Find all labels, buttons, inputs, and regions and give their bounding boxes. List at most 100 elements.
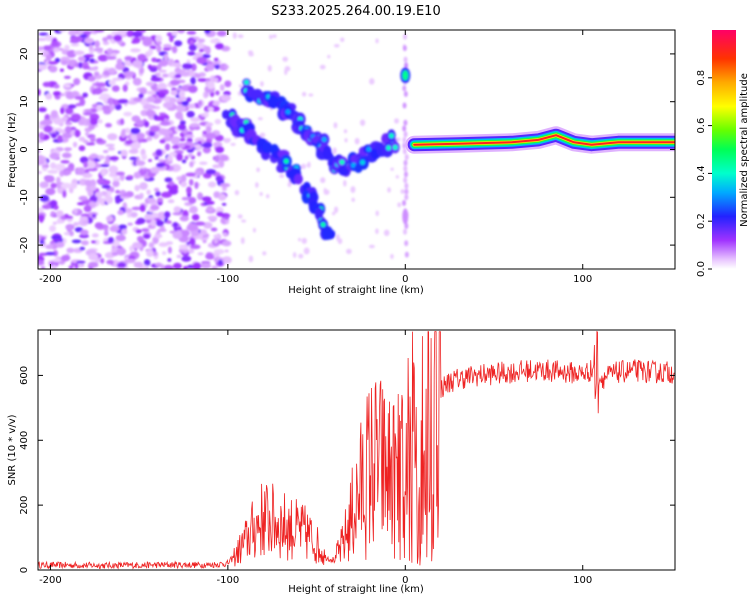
spectrogram-noise-blob [45, 244, 54, 250]
spectrogram-noise-blob [38, 64, 48, 71]
spectrogram-noise-blob [60, 159, 70, 164]
spectrogram-noise-blob [301, 237, 308, 244]
spectrogram-noise-blob [55, 241, 65, 248]
spectrogram-noise-blob [50, 162, 57, 169]
spectrogram-noise-blob [100, 164, 110, 168]
spectrogram-noise-blob [133, 171, 141, 179]
spectrogram-noise-blob [39, 181, 49, 189]
spectrogram-branch-blob [293, 173, 303, 185]
spectrogram-noise-blob [327, 54, 331, 59]
spectrogram-noise-blob [107, 146, 115, 151]
spectrogram-noise-blob [320, 177, 326, 184]
spectrogram-noise-blob [132, 31, 143, 38]
spectrogram-noise-blob [122, 84, 128, 92]
spectrogram-noise-blob [308, 93, 314, 97]
spectrogram-noise-blob [38, 46, 45, 51]
spectrogram-noise-blob [162, 73, 169, 78]
spectrogram-noise-blob [159, 121, 171, 126]
spectrogram-noise-blob [202, 146, 212, 154]
spectrogram-noise-blob [158, 128, 169, 135]
spectrogram-noise-blob [132, 59, 143, 68]
spectrogram-noise-blob [50, 235, 62, 240]
spectrogram-noise-blob [213, 57, 219, 62]
spectrogram-noise-blob [148, 130, 156, 137]
spectrogram-stripe-blob [404, 188, 409, 195]
spectrogram-noise-blob [69, 39, 80, 44]
spectrogram-stripe-blob [404, 222, 409, 229]
spectrogram-noise-blob [162, 47, 171, 51]
spectrogram-noise-blob [351, 197, 355, 202]
spectrogram-noise-blob [155, 219, 164, 227]
spectrogram-noise-blob [120, 149, 128, 157]
spectrogram-noise-blob [50, 182, 57, 189]
spectrogram-noise-blob [93, 71, 100, 77]
spectrogram-noise-blob [197, 140, 202, 144]
spectrogram-noise-blob [169, 97, 177, 104]
spectrogram-noise-blob [151, 57, 158, 63]
colorbar-tick-label: 0.2 [696, 213, 707, 229]
spectrogram-noise-blob [259, 132, 266, 138]
spectrogram-branch-core [244, 79, 250, 85]
spectrogram-noise-blob [86, 161, 96, 169]
spectrogram-noise-blob [111, 52, 117, 57]
spectrogram-noise-blob [82, 112, 93, 116]
spectrogram-noise-blob [64, 147, 72, 151]
spectrogram-noise-blob [152, 236, 159, 245]
spectrogram-noise-blob [116, 262, 127, 269]
spectrogram-noise-blob [238, 84, 243, 88]
spectrogram-noise-blob [145, 109, 156, 117]
spectrogram-noise-blob [103, 96, 108, 104]
colorbar-tick-label: 0.0 [696, 261, 707, 277]
spectrogram-noise-blob [213, 191, 220, 199]
spectrogram-noise-blob [81, 240, 89, 246]
spectrogram-noise-blob [342, 179, 347, 187]
spectrogram-noise-blob [106, 34, 113, 40]
spectrogram-noise-blob [220, 154, 229, 162]
spectrogram-noise-blob [105, 56, 117, 60]
spectrogram-noise-blob [269, 34, 273, 40]
spectrogram-noise-blob [154, 233, 163, 239]
spectrogram-noise-blob [179, 215, 189, 222]
spectrogram-noise-blob [45, 34, 53, 42]
spectrogram-noise-blob [172, 222, 179, 228]
spectrogram-noise-blob [333, 122, 338, 129]
spectrogram-noise-blob [186, 186, 192, 195]
colorbar: 0.0 0.2 0.4 0.6 0.8 Normalized spectral ampl… [696, 30, 750, 277]
spectrogram-noise-blob [48, 61, 59, 65]
spectrogram-noise-blob [83, 139, 89, 144]
spectrogram-noise-blob [333, 43, 340, 48]
spectrogram-noise-blob [186, 30, 197, 35]
spectrogram-noise-blob [45, 59, 50, 66]
spectrogram-noise-blob [103, 230, 109, 236]
spectrogram-noise-blob [262, 251, 267, 256]
spectrogram-noise-blob [56, 176, 61, 184]
spectrogram-noise-blob [125, 140, 133, 145]
spectrogram-noise-blob [196, 56, 207, 65]
figure-title: S233.2025.264.00.19.E10 [271, 4, 440, 19]
spectrogram-noise-blob [88, 108, 98, 113]
spectrogram-noise-blob [157, 197, 164, 203]
spectrogram-noise-blob [130, 211, 138, 218]
spectrogram-noise-blob [115, 234, 126, 242]
spectrogram-noise-blob [222, 232, 228, 237]
spectrogram-noise-blob [137, 53, 147, 62]
spectrogram-noise-blob [212, 101, 220, 106]
snr-xtick-label: -200 [39, 575, 62, 586]
spectrogram-stripe-blob [403, 131, 408, 138]
colorbar-tick-label: 0.4 [696, 165, 707, 181]
spectrogram-noise-blob [171, 30, 178, 37]
snr-ytick-label: 0 [19, 567, 30, 573]
spectrogram-noise-blob [44, 175, 55, 183]
spectrogram-noise-blob [45, 54, 53, 61]
spectrogram-noise-blob [61, 116, 68, 122]
spectrogram-noise-blob [200, 229, 208, 236]
spectrogram-noise-blob [74, 95, 85, 100]
snr-xtick-label: 0 [402, 575, 408, 586]
spectrogram-noise-blob [40, 236, 47, 240]
spectrogram-noise-blob [135, 229, 142, 234]
spectrogram-noise-blob [102, 105, 110, 111]
spectrogram-xtick-label: -200 [39, 274, 62, 285]
spectrogram-noise-blob [38, 107, 47, 113]
spectrogram-noise-blob [51, 40, 59, 48]
spectrogram-ytick-label: -20 [19, 237, 30, 253]
